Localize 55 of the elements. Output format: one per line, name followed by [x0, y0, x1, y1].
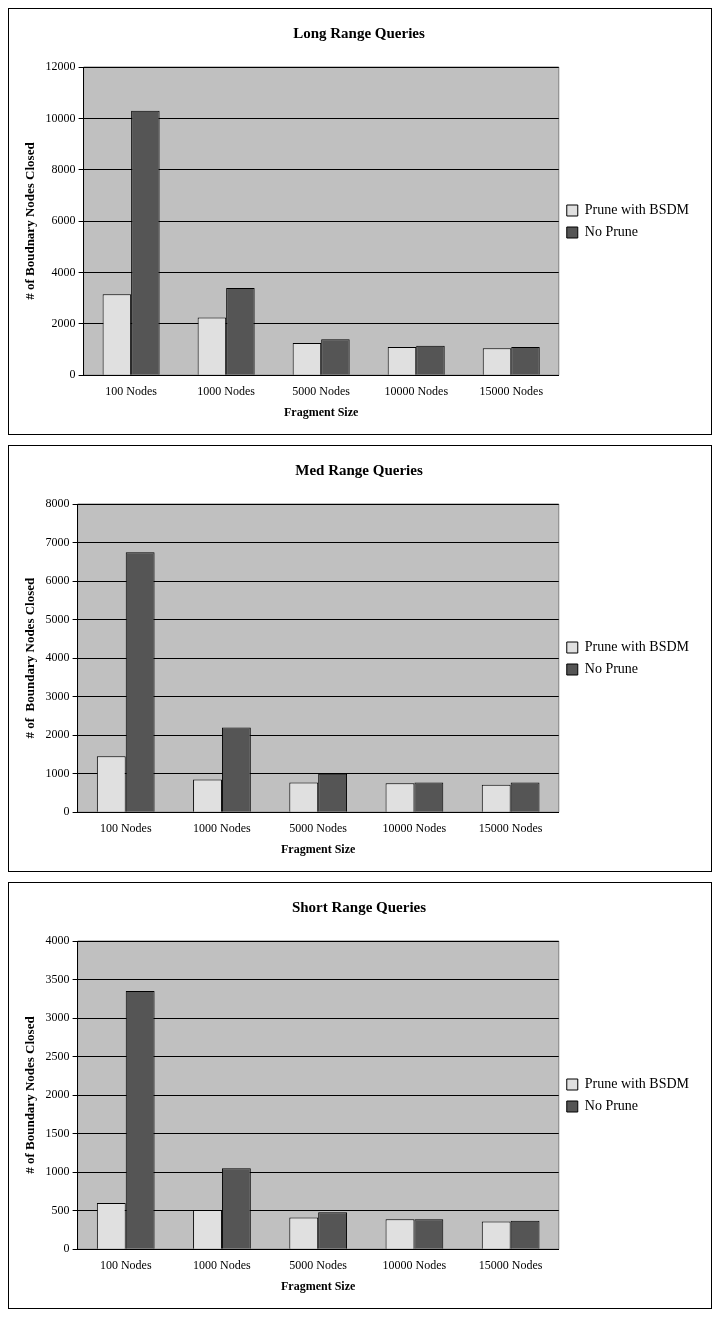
- y-axis-title: # of Boundary Nodes Closed: [22, 576, 38, 739]
- y-axis-title: # of Boudnary Nodes Closed: [22, 141, 38, 300]
- y-tick-label: 2500: [45, 1048, 70, 1063]
- x-tick-label: 100 Nodes: [105, 383, 158, 398]
- x-tick-label: 5000 Nodes: [289, 1257, 348, 1272]
- y-tick-label: 1500: [45, 1125, 70, 1140]
- x-tick-label: 100 Nodes: [99, 1257, 152, 1272]
- x-tick-label: 10000 Nodes: [382, 820, 447, 835]
- y-tick-label: 4000: [45, 650, 70, 665]
- y-tick-label: 4000: [45, 933, 70, 948]
- y-tick-label: 12000: [45, 59, 76, 74]
- x-tick-label: 10000 Nodes: [384, 383, 449, 398]
- y-tick-label: 1000: [45, 1164, 70, 1179]
- x-tick-label: 15000 Nodes: [478, 1257, 543, 1272]
- x-tick-label: 1000 Nodes: [193, 1257, 252, 1272]
- x-tick-label: 100 Nodes: [99, 820, 152, 835]
- y-tick-label: 0: [63, 804, 70, 819]
- x-tick-label: 1000 Nodes: [197, 383, 256, 398]
- chart-title: Short Range Queries: [291, 898, 427, 915]
- x-tick-label: 10000 Nodes: [382, 1257, 447, 1272]
- y-tick-label: 4000: [51, 264, 76, 279]
- x-tick-label: 15000 Nodes: [478, 820, 543, 835]
- y-tick-label: 6000: [45, 573, 70, 588]
- y-tick-label: 6000: [51, 213, 76, 228]
- y-tick-label: 0: [63, 1241, 70, 1256]
- y-tick-label: 7000: [45, 534, 70, 549]
- chart-title: Med Range Queries: [295, 461, 423, 478]
- y-tick-label: 2000: [45, 727, 70, 742]
- y-tick-label: 10000: [45, 110, 76, 125]
- legend-label: Prune with BSDM: [584, 1076, 690, 1092]
- y-tick-label: 3500: [45, 971, 70, 986]
- x-tick-label: 15000 Nodes: [479, 383, 544, 398]
- y-tick-label: 2000: [51, 315, 76, 330]
- y-tick-label: 2000: [45, 1087, 70, 1102]
- x-tick-label: 5000 Nodes: [289, 820, 348, 835]
- y-tick-label: 5000: [45, 611, 70, 626]
- y-tick-label: 3000: [45, 688, 70, 703]
- x-axis-title: Fragment Size: [281, 1278, 357, 1293]
- chart-title: Long Range Queries: [293, 24, 425, 41]
- legend-label: Prune with BSDM: [584, 639, 690, 655]
- legend-label: No Prune: [584, 1098, 639, 1114]
- x-axis-title: Fragment Size: [281, 841, 357, 856]
- y-tick-label: 3000: [45, 1010, 70, 1025]
- y-axis-title: # of Boundary Nodes Closed: [22, 1015, 38, 1174]
- y-tick-label: 500: [51, 1202, 70, 1217]
- x-axis-title: Fragment Size: [284, 404, 360, 419]
- y-tick-label: 8000: [51, 161, 76, 176]
- legend-label: No Prune: [584, 661, 639, 677]
- y-tick-label: 1000: [45, 765, 70, 780]
- x-tick-label: 1000 Nodes: [193, 820, 252, 835]
- y-tick-label: 0: [69, 367, 76, 382]
- legend-label: Prune with BSDM: [584, 202, 690, 218]
- y-tick-label: 8000: [45, 496, 70, 511]
- x-tick-label: 5000 Nodes: [292, 383, 351, 398]
- legend-label: No Prune: [584, 224, 639, 240]
